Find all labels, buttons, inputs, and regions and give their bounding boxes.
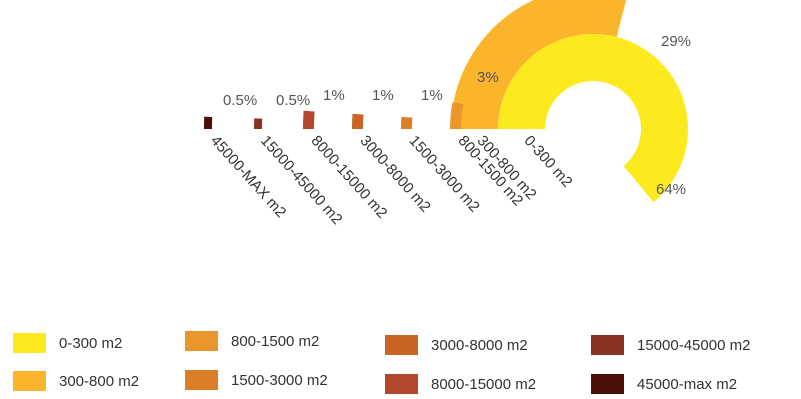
legend-label-3000-8000: 3000-8000 m2 [431, 336, 528, 354]
value-label-0-300-m2: 64% [656, 181, 686, 198]
bar-300-800-m2 [451, 0, 627, 129]
legend-swatch-1500-3000 [185, 370, 218, 390]
legend-label-15000-45000: 15000-45000 m2 [637, 336, 751, 354]
legend-item-45000-max: 45000-max m2 [591, 374, 737, 394]
bar-8000-15000-m2 [303, 110, 315, 129]
bar-15000-45000-m2 [254, 118, 263, 129]
legend-swatch-8000-15000 [385, 374, 418, 394]
legend-item-8000-15000: 8000-15000 m2 [385, 374, 536, 394]
legend-swatch-0-300 [13, 333, 46, 353]
value-label-1500-3000-m2: 1% [421, 87, 443, 104]
bar-1500-3000-m2 [401, 116, 413, 129]
legend-label-45000-max: 45000-max m2 [637, 375, 738, 393]
legend-label-1500-3000: 1500-3000 m2 [231, 371, 328, 389]
legend-swatch-45000-max [591, 374, 624, 394]
value-label-8000-15000-m2: 1% [323, 87, 345, 104]
legend-item-0-300: 0-300 m2 [13, 333, 122, 353]
value-label-45000-max-m2: 0.5% [223, 92, 257, 109]
legend-label-0-300: 0-300 m2 [59, 334, 123, 352]
legend-swatch-15000-45000 [591, 335, 624, 355]
bar-0-300-m2 [498, 34, 688, 203]
legend-item-3000-8000: 3000-8000 m2 [385, 335, 528, 355]
legend-item-15000-45000: 15000-45000 m2 [591, 335, 750, 355]
legend-item-800-1500: 800-1500 m2 [185, 331, 319, 351]
bar-3000-8000-m2 [352, 113, 364, 129]
value-label-15000-45000-m2: 0.5% [276, 92, 310, 109]
legend-label-800-1500: 800-1500 m2 [231, 332, 320, 350]
legend-label-300-800: 300-800 m2 [59, 372, 140, 390]
legend-item-300-800: 300-800 m2 [13, 371, 139, 391]
value-label-3000-8000-m2: 1% [372, 87, 394, 104]
legend-item-1500-3000: 1500-3000 m2 [185, 370, 328, 390]
legend-swatch-800-1500 [185, 331, 218, 351]
value-label-300-800-m2: 29% [661, 33, 691, 50]
legend-swatch-3000-8000 [385, 335, 418, 355]
value-label-800-1500-m2: 3% [477, 69, 499, 86]
bar-800-1500-m2 [450, 102, 464, 129]
bar-45000-max-m2 [204, 116, 213, 129]
legend-swatch-300-800 [13, 371, 46, 391]
legend-label-8000-15000: 8000-15000 m2 [431, 375, 537, 393]
